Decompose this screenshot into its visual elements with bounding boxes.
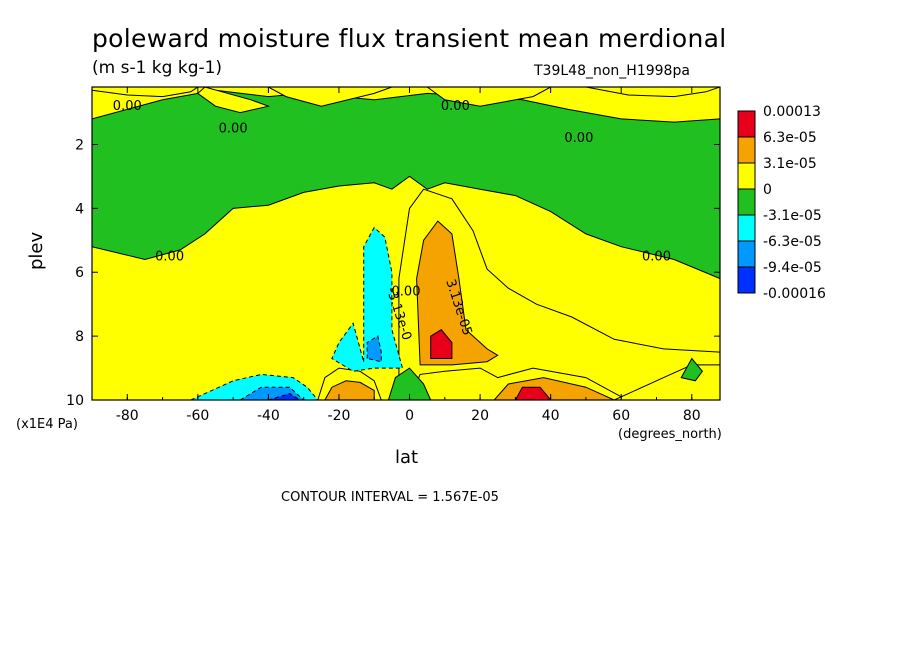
contour-label: 0.00 [113,99,142,114]
legend-swatch [737,214,756,242]
y-tick-label: 2 [75,137,84,153]
contour-region-pos2 [416,220,499,366]
legend-swatch [737,188,756,216]
legend-swatch [737,110,756,138]
contour-region-neg1 [92,89,720,280]
contour-interval: CONTOUR INTERVAL = 1.567E-05 [281,490,499,505]
x-axis: -80 -60 -40 -20 0 20 40 60 80 [116,87,701,424]
x-tick-label: -80 [116,408,139,424]
contour-region-pos1 [585,87,720,98]
legend-label: -6.3e-05 [763,234,822,250]
legend-label: 3.1e-05 [763,156,817,172]
contour-region-neg1 [680,357,704,382]
x-tick-label: 60 [612,408,630,424]
legend-swatch [737,266,756,294]
x-tick-label: 80 [683,408,701,424]
contour-fill-layer [92,87,720,400]
contour-label: 0.00 [155,249,184,264]
y-axis-units: (x1E4 Pa) [16,417,78,432]
legend-swatch [737,136,756,164]
plot-frame [91,86,721,401]
contour-label: 0.00 [642,249,671,264]
x-tick-label: 0 [405,408,414,424]
x-tick-label: -20 [328,408,351,424]
contour-region-neg3 [366,335,382,363]
legend-label: -9.4e-05 [763,260,822,276]
y-tick-label: 4 [75,201,84,217]
run-id: T39L48_non_H1998pa [534,63,690,79]
contour-region-pos1 [268,87,393,107]
contour-region-neg2 [331,226,404,372]
contour-region-pos3 [430,329,453,359]
contour-label: 0.00 [564,131,593,146]
x-tick-label: 20 [471,408,489,424]
contour-label: 0.00 [219,122,248,137]
contour-region-neg4 [268,393,302,400]
legend-label: -3.1e-05 [763,208,822,224]
y-tick-label: 10 [66,393,84,409]
contour-region-pos1 [426,87,551,107]
x-axis-units: (degrees_north) [618,427,722,442]
legend-label: 0.00013 [763,104,821,120]
color-legend: 0.00013 6.3e-05 3.1e-05 0 -3.1e-05 -6.3e-05 -9… [737,104,826,302]
contour-label: 0.00 [441,99,470,114]
x-tick-label: -60 [186,408,209,424]
x-axis-label: lat [395,447,419,468]
contour-label: 0.00 [392,284,421,299]
contour-region-pos3 [514,386,552,400]
legend-label: 0 [763,182,772,198]
contour-region-pos1 [197,87,271,114]
chart-units: (m s-1 kg kg-1) [92,58,223,78]
x-tick-label: -40 [257,408,280,424]
contour-region-pos1 [92,87,199,98]
legend-label: -0.00016 [763,286,826,302]
contour-region-pos2 [324,380,375,400]
y-tick-label: 6 [75,265,84,281]
y-tick-label: 8 [75,329,84,345]
legend-label: 6.3e-05 [763,130,817,146]
y-axis: 2 4 6 8 10 [66,137,720,409]
legend-swatch [737,162,756,190]
chart-title: poleward moisture flux transient mean me… [92,24,727,53]
contour-region-neg1 [387,367,432,400]
legend-swatch [737,240,756,268]
x-tick-label: 40 [542,408,560,424]
